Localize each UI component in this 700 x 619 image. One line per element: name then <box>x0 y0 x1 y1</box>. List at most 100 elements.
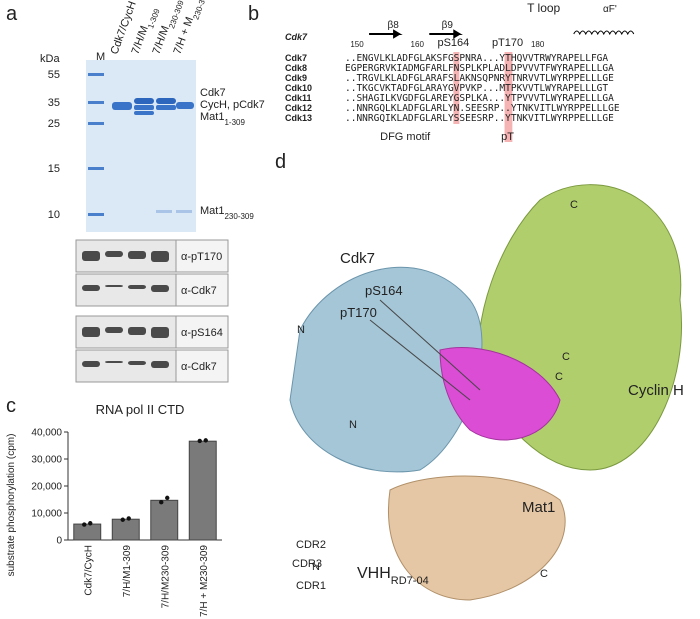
site-label: pS164 <box>437 37 469 49</box>
replicate-dot <box>88 521 93 526</box>
terminus-label: N <box>312 561 320 573</box>
x-tick-label: 7/H + M230-309 <box>199 545 210 617</box>
blot-band <box>128 285 146 289</box>
panel-letter: d <box>275 151 286 173</box>
y-tick-label: 0 <box>56 536 62 547</box>
site-label: pT170 <box>492 37 523 49</box>
blot-label-box <box>175 273 229 307</box>
vhh-text: VHH <box>357 565 391 582</box>
gel-bands <box>112 98 194 213</box>
structure-label: αF' <box>603 4 617 15</box>
ladder-label: 15 <box>48 163 60 175</box>
chart-title: RNA pol II CTD <box>96 402 185 417</box>
row-name: Cdk8 <box>285 63 307 73</box>
sequence: ..ENGVLKLADFGLAKSFGSPNRA...YTHQVVTRWYRAP… <box>345 53 608 64</box>
residue-number: 160 <box>411 40 425 49</box>
band-label-text: Cdk7 <box>200 87 226 99</box>
structure-label: β9 <box>442 20 454 31</box>
bar <box>73 523 102 541</box>
y-axis-label: substrate phosphorylation (cpm) <box>6 434 17 577</box>
ladder-label: 35 <box>48 97 60 109</box>
blot-band <box>105 327 123 333</box>
ladder-band <box>88 167 104 170</box>
blot-label-box <box>175 349 229 383</box>
panel-letter: b <box>248 3 259 25</box>
structure-label: T loop <box>527 1 560 15</box>
terminus-label: C <box>540 568 548 580</box>
gel <box>86 60 196 232</box>
blot-band <box>128 361 146 365</box>
replicate-dot <box>82 522 87 527</box>
replicate-dot <box>197 438 202 444</box>
motif-label: DFG motif <box>380 131 431 143</box>
x-tick-label: Cdk7/CycH <box>83 545 94 596</box>
species-label: Cdk7 <box>285 32 308 42</box>
vhh-sub: RD7-04 <box>391 575 429 587</box>
terminus-label: N <box>349 419 357 431</box>
band-label-text: Mat1 <box>200 205 224 217</box>
replicate-dot <box>203 438 208 443</box>
blot-band <box>128 327 146 335</box>
y-tick-label: 30,000 <box>31 455 62 466</box>
bar <box>188 440 217 541</box>
site-highlight <box>504 52 513 142</box>
cdr-label: CDR2 <box>296 539 326 551</box>
band-label-sub: 1-309 <box>224 118 245 127</box>
band-label-text: CycH, pCdk7 <box>200 99 265 111</box>
cyclin-label: Cyclin H <box>628 382 684 399</box>
blot-label: α-pS164 <box>181 327 223 339</box>
site-highlight <box>453 52 460 124</box>
x-tick-label: 7/H/M1-309 <box>122 545 133 598</box>
sequence: ..NNRGQIKLADFGLARLYSSEESRP..YTNKVITLWYRP… <box>345 113 614 124</box>
ladder-label: 10 <box>48 209 60 221</box>
band-label-text: Mat1 <box>200 111 224 123</box>
blot-label-box <box>175 315 229 349</box>
panel-letter: c <box>6 395 16 417</box>
x-tick-label: 7/H/M230-309 <box>160 545 171 609</box>
ladder-label: 55 <box>48 69 60 81</box>
blot-band <box>82 285 100 291</box>
sequence: ..TRGVLKLADFGLARAFSLAKNSQPNRYTNRVVTLWYRP… <box>345 73 614 84</box>
replicate-dot <box>165 495 170 501</box>
sequence: ..SHAGILKVGDFGLAREYGSPLKA...YTPVVVTLWYRA… <box>345 93 614 104</box>
replicate-dot <box>126 516 131 521</box>
blot-band <box>82 361 100 367</box>
strand-arrow <box>429 29 463 39</box>
cdr-label: CDR3 <box>292 558 322 570</box>
blot-band <box>105 285 123 287</box>
row-name: Cdk13 <box>285 113 312 123</box>
ladder-band <box>88 122 104 125</box>
lane-label-text: M <box>96 51 105 63</box>
blot-band <box>105 361 123 363</box>
helix <box>573 30 635 36</box>
blot-label: α-Cdk7 <box>181 285 217 297</box>
band-label-sub: 230-309 <box>224 212 254 221</box>
site-label: pT <box>501 131 514 143</box>
row-name: Cdk11 <box>285 93 312 103</box>
replicate-dot <box>159 500 164 505</box>
residue-number: 180 <box>531 40 545 49</box>
sequence: ..TKGCVKTADFGLARAYGVPVKP...MTPKVVTLWYRAP… <box>345 83 608 94</box>
terminus-label: N <box>297 324 305 336</box>
terminus-label: C <box>570 199 578 211</box>
cdr-label: CDR1 <box>296 580 326 592</box>
ladder-band <box>88 101 104 104</box>
ladder-band <box>88 73 104 76</box>
y-tick-label: 10,000 <box>31 509 62 520</box>
strand-arrow <box>369 29 403 39</box>
band-label: CycH, pCdk7 <box>200 99 265 111</box>
y-tick-label: 20,000 <box>31 482 62 493</box>
kda-label: kDa <box>40 53 60 65</box>
site-label: pT170 <box>340 305 377 320</box>
vhh-label: VHHRD7-04 <box>357 565 429 587</box>
blot-band <box>82 327 100 337</box>
sequence: EGPERGRVKIADMGFARLFNSPLKPLADLDPVVVTFWYRA… <box>345 63 614 74</box>
lane-label-text: 7/H/M <box>130 24 151 56</box>
blot-band <box>151 251 169 262</box>
ladder-label: 25 <box>48 118 60 130</box>
blot-band <box>151 285 169 292</box>
sequence: ..NNRGQLKLADFGLARLYN.SEESRP..YTNKVITLWYR… <box>345 103 620 114</box>
mat1-label: Mat1 <box>522 499 555 516</box>
band-label: Cdk7 <box>200 87 226 99</box>
